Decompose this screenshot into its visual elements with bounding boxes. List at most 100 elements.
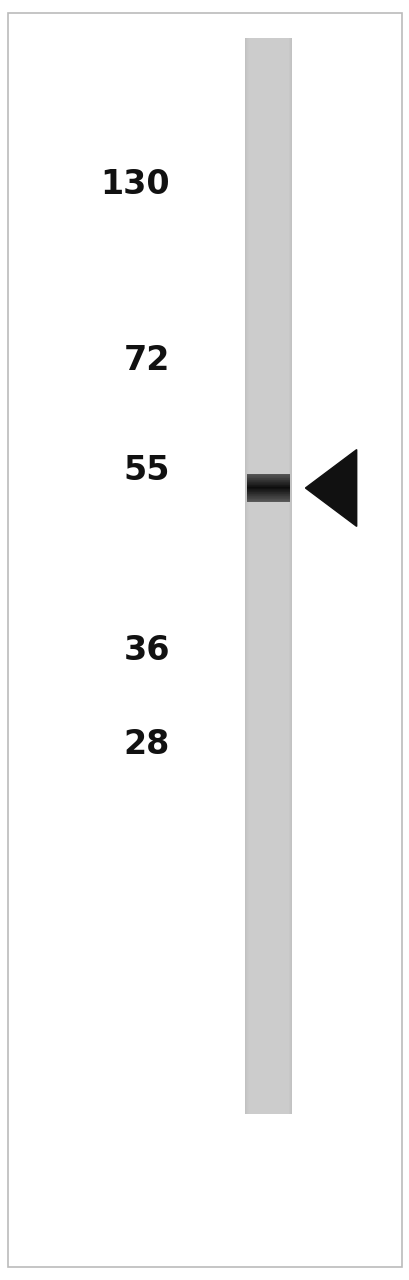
Bar <box>245 67 291 70</box>
Bar <box>245 1042 291 1046</box>
Bar <box>245 594 291 598</box>
Bar <box>245 1032 291 1034</box>
Bar <box>245 106 291 110</box>
Bar <box>245 1100 291 1103</box>
Bar <box>245 723 291 727</box>
Bar <box>245 691 291 694</box>
Bar <box>245 841 291 845</box>
Bar <box>245 727 291 730</box>
Bar <box>245 257 291 261</box>
Bar <box>245 741 291 745</box>
Bar <box>245 1092 291 1096</box>
Bar <box>245 92 291 96</box>
Polygon shape <box>305 449 356 526</box>
Bar <box>245 415 291 419</box>
Bar <box>245 652 291 655</box>
Text: 72: 72 <box>124 343 170 376</box>
Bar <box>245 873 291 877</box>
Bar <box>245 425 291 429</box>
Bar <box>245 1034 291 1038</box>
Bar <box>245 42 291 46</box>
Bar <box>245 644 291 648</box>
Bar <box>245 253 291 257</box>
Bar <box>245 634 291 637</box>
Bar <box>245 960 291 963</box>
Bar <box>245 335 291 339</box>
Bar <box>245 325 291 329</box>
Bar <box>245 920 291 924</box>
Bar <box>245 458 291 461</box>
Bar <box>245 479 291 483</box>
Bar <box>245 518 291 522</box>
Bar <box>245 60 291 64</box>
Bar <box>245 906 291 909</box>
Bar <box>245 210 291 214</box>
Bar <box>245 733 291 737</box>
Bar <box>245 422 291 425</box>
Bar <box>245 931 291 934</box>
Bar <box>245 604 291 608</box>
Bar <box>245 801 291 805</box>
Bar <box>245 658 291 662</box>
Bar <box>245 684 291 687</box>
Bar <box>245 716 291 719</box>
Bar <box>245 791 291 795</box>
Bar <box>245 805 291 809</box>
Bar <box>245 988 291 992</box>
Bar <box>245 813 291 817</box>
Bar <box>245 494 291 497</box>
Bar <box>245 132 291 136</box>
Bar <box>245 701 291 705</box>
Bar <box>245 186 291 189</box>
Bar <box>245 436 291 440</box>
Bar <box>245 333 291 335</box>
Bar <box>245 228 291 232</box>
Bar <box>245 1052 291 1056</box>
Bar <box>245 443 291 447</box>
Bar <box>245 849 291 852</box>
Bar <box>245 781 291 783</box>
Bar <box>245 433 291 436</box>
Bar <box>245 120 291 124</box>
Bar <box>245 164 291 168</box>
Bar <box>245 172 291 174</box>
Bar <box>245 192 291 196</box>
Bar <box>245 440 291 443</box>
Bar <box>245 150 291 154</box>
Bar <box>245 128 291 132</box>
Bar <box>245 178 291 182</box>
Bar <box>245 154 291 156</box>
Bar <box>245 321 291 325</box>
Bar <box>245 207 291 210</box>
Bar <box>245 196 291 200</box>
Bar <box>245 1014 291 1016</box>
Bar <box>245 311 291 315</box>
Bar <box>245 620 291 622</box>
Bar <box>245 218 291 221</box>
Bar <box>245 160 291 164</box>
Bar <box>245 136 291 138</box>
Bar <box>245 895 291 899</box>
Bar <box>245 626 291 630</box>
Bar <box>245 795 291 799</box>
Bar <box>245 870 291 873</box>
Bar <box>245 401 291 404</box>
Bar <box>245 637 291 640</box>
Bar <box>245 562 291 566</box>
Bar <box>245 748 291 751</box>
Bar <box>245 156 291 160</box>
Bar <box>245 317 291 321</box>
Bar <box>245 787 291 791</box>
Bar <box>245 655 291 658</box>
Bar <box>245 945 291 948</box>
Bar <box>245 1050 291 1052</box>
Bar <box>245 827 291 831</box>
Bar <box>245 297 291 300</box>
Bar <box>245 831 291 835</box>
Bar <box>245 300 291 303</box>
Bar <box>245 174 291 178</box>
Bar <box>245 694 291 698</box>
Bar <box>245 835 291 837</box>
Bar <box>245 612 291 616</box>
Bar <box>245 783 291 787</box>
